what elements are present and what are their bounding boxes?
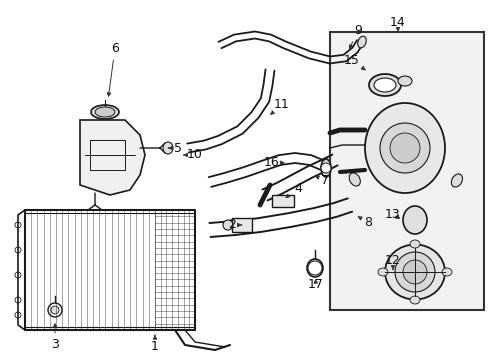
Text: 15: 15 [344, 54, 365, 70]
Ellipse shape [223, 220, 232, 230]
Circle shape [320, 163, 330, 173]
Circle shape [389, 133, 419, 163]
Text: 17: 17 [307, 279, 323, 292]
Ellipse shape [397, 76, 411, 86]
Ellipse shape [95, 107, 115, 117]
Ellipse shape [368, 74, 400, 96]
Bar [329, 32, 483, 310]
Text: 8: 8 [358, 216, 371, 229]
Ellipse shape [320, 159, 330, 177]
Ellipse shape [409, 240, 419, 248]
Circle shape [51, 306, 59, 314]
Bar [271, 195, 293, 207]
Circle shape [307, 261, 321, 275]
Text: 3: 3 [51, 324, 59, 351]
Text: 6: 6 [107, 41, 119, 96]
Circle shape [15, 247, 21, 253]
Text: 7: 7 [315, 174, 328, 186]
Ellipse shape [377, 268, 387, 276]
Ellipse shape [384, 244, 444, 300]
Ellipse shape [450, 174, 462, 187]
Text: 11: 11 [270, 99, 289, 114]
Ellipse shape [91, 105, 119, 119]
Ellipse shape [163, 142, 173, 154]
Text: 14: 14 [389, 15, 405, 31]
Circle shape [15, 272, 21, 278]
Ellipse shape [364, 103, 444, 193]
Ellipse shape [441, 268, 451, 276]
Text: 5: 5 [168, 141, 182, 154]
Circle shape [394, 252, 434, 292]
Ellipse shape [348, 173, 360, 186]
Text: 9: 9 [349, 23, 361, 49]
Ellipse shape [306, 259, 323, 277]
Text: 12: 12 [385, 253, 400, 269]
Text: 1: 1 [151, 335, 159, 354]
Circle shape [402, 260, 426, 284]
Circle shape [379, 123, 429, 173]
Ellipse shape [357, 36, 366, 48]
Text: 16: 16 [264, 156, 284, 168]
Circle shape [15, 312, 21, 318]
Polygon shape [80, 120, 145, 195]
Text: 2: 2 [227, 219, 241, 231]
Bar [231, 218, 251, 232]
Circle shape [15, 222, 21, 228]
Text: 13: 13 [385, 208, 400, 221]
Circle shape [48, 303, 62, 317]
Ellipse shape [409, 296, 419, 304]
Ellipse shape [373, 78, 395, 92]
Text: 4: 4 [285, 181, 301, 198]
Circle shape [15, 297, 21, 303]
Ellipse shape [402, 206, 426, 234]
Text: 10: 10 [183, 148, 203, 162]
